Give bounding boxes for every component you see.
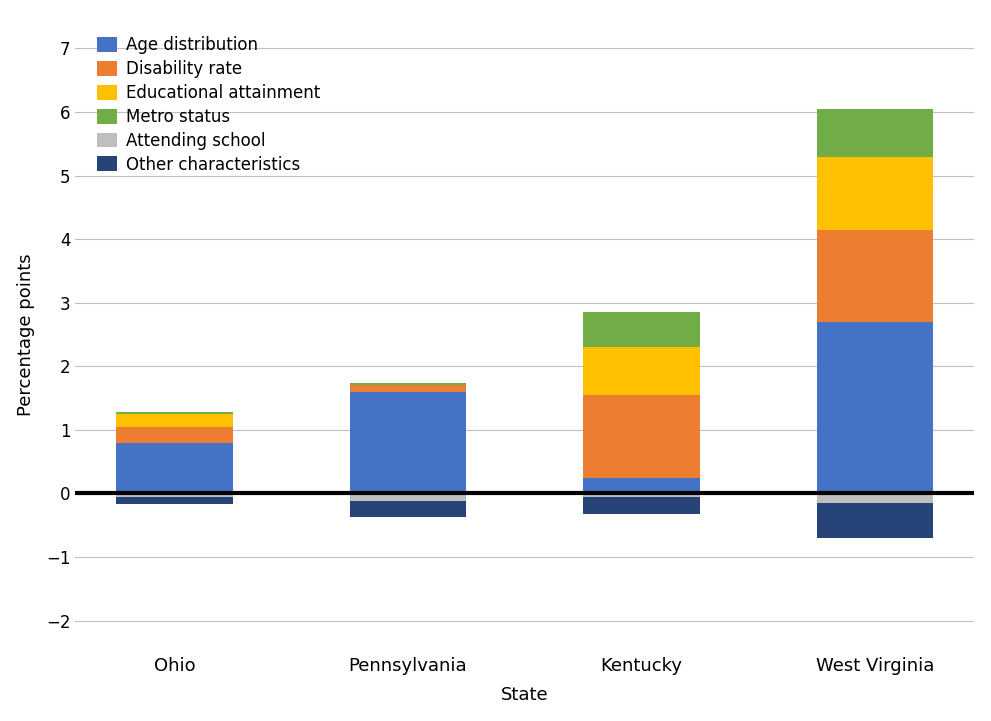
Bar <box>116 497 233 504</box>
Bar <box>350 392 467 493</box>
Bar <box>817 229 934 322</box>
Bar <box>817 322 934 493</box>
Bar <box>583 312 700 348</box>
Bar <box>350 493 467 501</box>
Bar <box>350 385 467 392</box>
Bar <box>817 493 934 503</box>
Bar <box>116 412 233 414</box>
Bar <box>583 493 700 497</box>
Bar <box>817 109 934 156</box>
X-axis label: State: State <box>500 686 549 704</box>
Bar <box>817 503 934 538</box>
Bar <box>583 348 700 395</box>
Bar <box>350 501 467 517</box>
Bar <box>116 427 233 443</box>
Bar <box>116 414 233 427</box>
Y-axis label: Percentage points: Percentage points <box>17 253 35 416</box>
Bar <box>583 395 700 477</box>
Bar <box>116 443 233 493</box>
Bar <box>583 477 700 493</box>
Legend: Age distribution, Disability rate, Educational attainment, Metro status, Attendi: Age distribution, Disability rate, Educa… <box>92 31 325 179</box>
Bar <box>350 384 467 385</box>
Bar <box>583 497 700 514</box>
Bar <box>116 493 233 497</box>
Bar <box>817 156 934 229</box>
